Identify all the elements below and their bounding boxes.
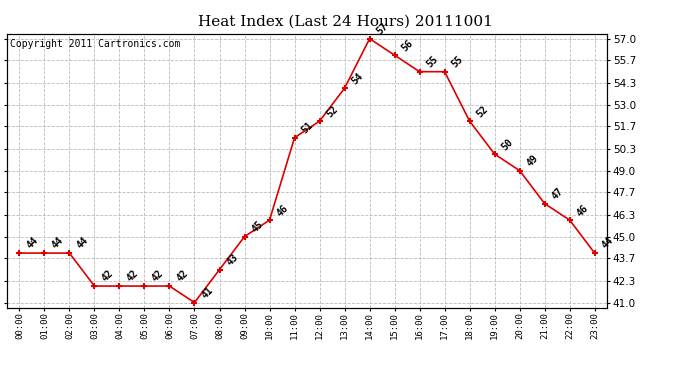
- Text: 46: 46: [275, 202, 290, 218]
- Text: 50: 50: [500, 136, 515, 152]
- Text: 44: 44: [50, 236, 66, 251]
- Text: 44: 44: [75, 236, 90, 251]
- Text: 52: 52: [325, 104, 340, 119]
- Text: 44: 44: [600, 236, 615, 251]
- Text: 46: 46: [575, 202, 591, 218]
- Text: 56: 56: [400, 38, 415, 53]
- Text: 42: 42: [175, 268, 190, 284]
- Text: 42: 42: [150, 268, 166, 284]
- Text: 49: 49: [525, 153, 540, 168]
- Text: Heat Index (Last 24 Hours) 20111001: Heat Index (Last 24 Hours) 20111001: [197, 15, 493, 29]
- Text: Copyright 2011 Cartronics.com: Copyright 2011 Cartronics.com: [10, 39, 180, 49]
- Text: 55: 55: [450, 54, 466, 69]
- Text: 55: 55: [425, 54, 440, 69]
- Text: 52: 52: [475, 104, 491, 119]
- Text: 51: 51: [300, 120, 315, 135]
- Text: 42: 42: [100, 268, 115, 284]
- Text: 43: 43: [225, 252, 240, 267]
- Text: 45: 45: [250, 219, 266, 234]
- Text: 54: 54: [350, 70, 366, 86]
- Text: 41: 41: [200, 285, 215, 300]
- Text: 47: 47: [550, 186, 566, 201]
- Text: 44: 44: [25, 236, 40, 251]
- Text: 57: 57: [375, 21, 391, 36]
- Text: 42: 42: [125, 268, 140, 284]
